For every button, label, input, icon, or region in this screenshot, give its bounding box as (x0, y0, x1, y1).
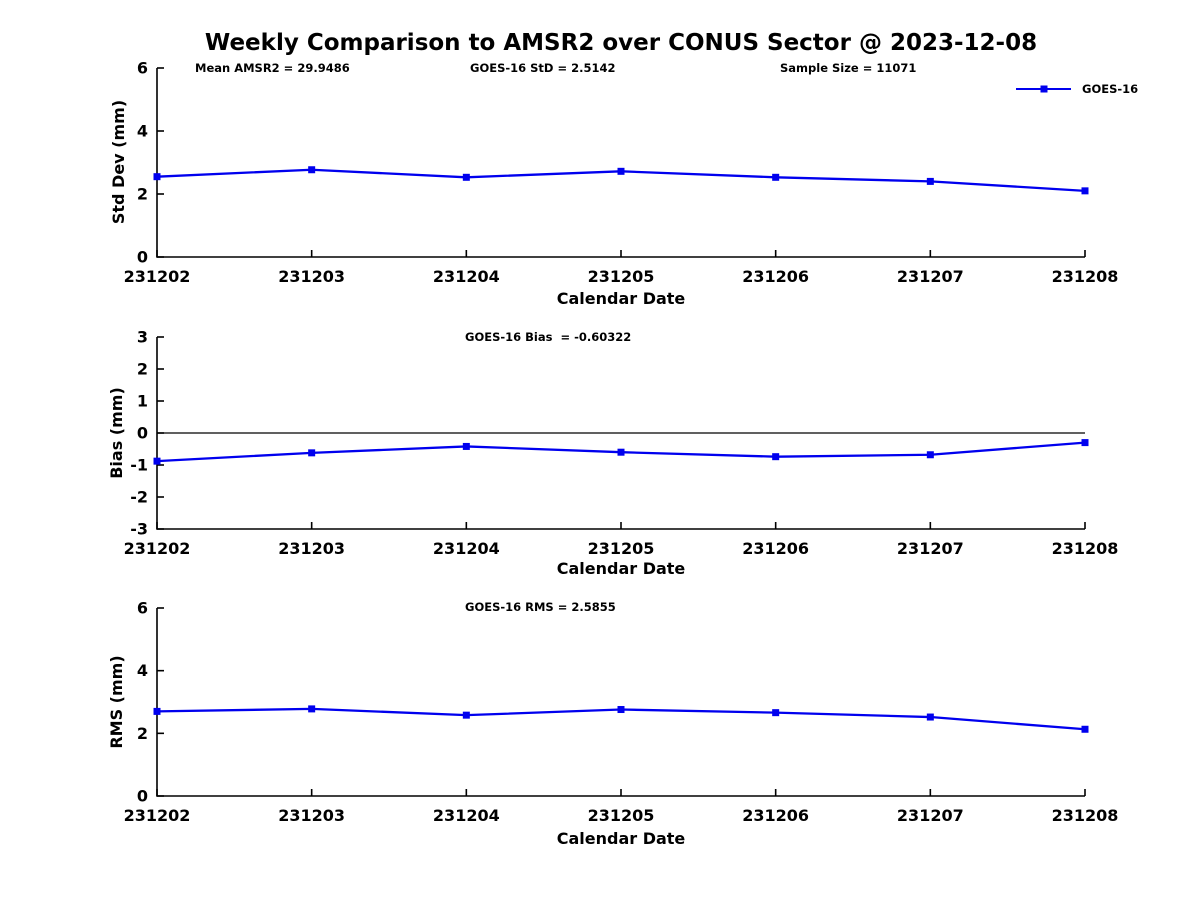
x-tick-label: 231208 (1052, 806, 1119, 825)
y-tick-label: 6 (137, 59, 148, 78)
x-tick-label: 231203 (278, 806, 345, 825)
rms-y-axis-label: RMS (mm) (107, 655, 126, 749)
data-marker (308, 449, 316, 457)
y-tick-label: 2 (137, 360, 148, 379)
axis-line (156, 608, 1085, 797)
y-tick-label: 0 (137, 248, 148, 267)
x-tick-label: 231204 (433, 267, 500, 286)
x-tick-label: 231204 (433, 806, 500, 825)
x-tick-label: 231204 (433, 539, 500, 558)
data-marker (617, 167, 625, 175)
x-tick-label: 231207 (897, 806, 964, 825)
y-tick-label: 0 (137, 424, 148, 443)
x-tick-label: 231208 (1052, 267, 1119, 286)
y-tick-label: 4 (137, 122, 148, 141)
annotation-goes16-bias: GOES-16 Bias = -0.60322 (465, 330, 632, 344)
x-tick-label: 231206 (742, 539, 809, 558)
y-tick-label: 1 (137, 392, 148, 411)
x-tick-label: 231205 (588, 806, 655, 825)
x-tick-label: 231205 (588, 539, 655, 558)
data-marker (772, 709, 780, 717)
legend-line-sample-icon (1016, 85, 1071, 92)
legend: GOES-16 (1016, 82, 1138, 96)
x-tick-label: 231208 (1052, 539, 1119, 558)
data-marker (1081, 439, 1089, 447)
std-dev-x-axis-label: Calendar Date (556, 289, 686, 308)
data-marker (153, 457, 161, 465)
data-marker (926, 177, 934, 185)
figure-title: Weekly Comparison to AMSR2 over CONUS Se… (204, 30, 1038, 56)
data-marker (153, 173, 161, 181)
y-tick-label: 6 (137, 599, 148, 618)
annotation-goes16-std: GOES-16 StD = 2.5142 (470, 61, 616, 75)
annotation-mean-amsr2: Mean AMSR2 = 29.9486 (195, 61, 350, 75)
data-marker (153, 707, 161, 715)
data-marker (308, 166, 316, 174)
legend-label: GOES-16 (1082, 82, 1139, 96)
x-tick-label: 231202 (124, 267, 191, 286)
bias-x-axis-label: Calendar Date (556, 559, 686, 578)
x-tick-label: 231207 (897, 267, 964, 286)
data-marker (617, 706, 625, 714)
x-tick-label: 231205 (588, 267, 655, 286)
annotation-goes16-rms: GOES-16 RMS = 2.5855 (465, 600, 616, 614)
y-tick-label: -2 (130, 488, 148, 507)
y-tick-label: 4 (137, 661, 148, 680)
y-tick-label: 2 (137, 185, 148, 204)
data-marker (1081, 725, 1089, 733)
annotation-sample-size: Sample Size = 11071 (780, 61, 917, 75)
data-marker (772, 453, 780, 461)
data-marker (926, 713, 934, 721)
y-tick-label: -1 (130, 456, 148, 475)
data-marker (462, 442, 470, 450)
data-marker (617, 448, 625, 456)
y-tick-label: 0 (137, 787, 148, 806)
data-marker (462, 173, 470, 181)
x-tick-label: 231206 (742, 267, 809, 286)
data-marker (926, 451, 934, 459)
data-marker (1081, 187, 1089, 195)
y-tick-label: -3 (130, 520, 148, 539)
x-tick-label: 231206 (742, 806, 809, 825)
y-tick-label: 3 (137, 328, 148, 347)
x-tick-label: 231207 (897, 539, 964, 558)
y-tick-label: 2 (137, 724, 148, 743)
rms-x-axis-label: Calendar Date (556, 829, 686, 848)
data-marker (308, 705, 316, 713)
x-tick-label: 231203 (278, 539, 345, 558)
x-tick-label: 231203 (278, 267, 345, 286)
x-tick-label: 231202 (124, 539, 191, 558)
x-tick-label: 231202 (124, 806, 191, 825)
data-marker (772, 173, 780, 181)
data-marker (462, 711, 470, 719)
legend-square-marker-icon (1040, 85, 1047, 92)
